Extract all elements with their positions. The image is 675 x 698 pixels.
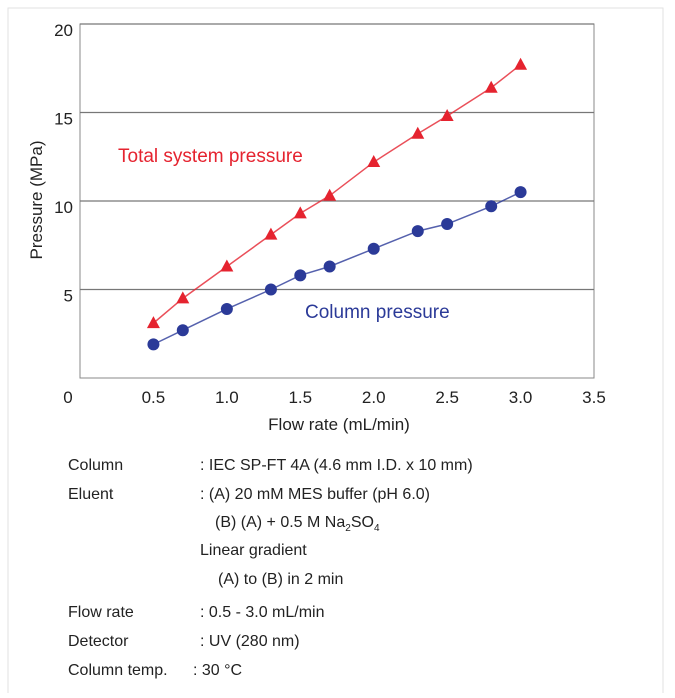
x-tick-label: 2.5: [435, 388, 459, 407]
y-axis-label: Pressure (MPa): [27, 140, 46, 259]
note-value: : IEC SP-FT 4A (4.6 mm I.D. x 10 mm): [200, 457, 473, 474]
note-value: : 0.5 - 3.0 mL/min: [200, 604, 325, 621]
marker: [176, 324, 189, 337]
note-value: Linear gradient: [200, 542, 307, 559]
series-line: [152, 64, 522, 324]
marker: [264, 283, 277, 296]
marker: [367, 242, 380, 255]
note-value: (B) (A) + 0.5 M Na2SO4: [215, 514, 380, 534]
marker: [220, 259, 234, 272]
marker: [514, 57, 528, 70]
subscript: 4: [374, 523, 380, 534]
marker: [220, 302, 233, 315]
subscript: 2: [345, 523, 351, 534]
marker: [485, 200, 498, 213]
marker: [147, 338, 160, 351]
note-label: Detector: [68, 633, 129, 650]
x-tick-label: 3.5: [582, 388, 606, 407]
y-tick-label: 15: [54, 110, 73, 129]
marker: [484, 80, 498, 93]
note-value: : UV (280 nm): [200, 633, 300, 650]
frame: [7, 7, 664, 693]
marker: [514, 186, 527, 199]
note-value: : 30 °C: [193, 662, 242, 679]
x-tick-label: 3.0: [509, 388, 533, 407]
x-tick-label: 1.5: [288, 388, 312, 407]
y-tick-label: 10: [54, 198, 73, 217]
marker: [146, 316, 160, 329]
note-label: Eluent: [68, 486, 114, 503]
x-tick-label: 1.0: [215, 388, 239, 407]
y-tick-label: 20: [54, 21, 73, 40]
x-tick-label: 0.5: [142, 388, 166, 407]
marker: [264, 227, 278, 240]
marker: [440, 109, 454, 122]
text: SO: [351, 514, 374, 531]
marker: [441, 218, 454, 231]
note-label: Column: [68, 457, 123, 474]
x-tick-label: 2.0: [362, 388, 386, 407]
text: (B) (A) + 0.5 M Na: [215, 514, 345, 531]
marker: [294, 269, 307, 282]
x-tick-label: 0: [63, 388, 72, 407]
note-label: Flow rate: [68, 604, 134, 621]
y-tick-label: 5: [64, 287, 73, 306]
note-label: Column temp.: [68, 662, 168, 679]
series-label: Total system pressure: [118, 146, 303, 167]
marker: [411, 126, 425, 139]
notes: Column : IEC SP-FT 4A (4.6 mm I.D. x 10 …: [68, 457, 473, 679]
note-value: (A) to (B) in 2 min: [218, 571, 343, 588]
x-axis-label: Flow rate (mL/min): [268, 415, 410, 434]
marker: [411, 225, 424, 238]
note-value: : (A) 20 mM MES buffer (pH 6.0): [200, 486, 430, 503]
marker: [367, 155, 381, 168]
marker: [293, 206, 307, 219]
marker: [176, 291, 190, 304]
marker: [323, 188, 337, 201]
marker: [323, 260, 336, 273]
series-label: Column pressure: [305, 302, 450, 323]
